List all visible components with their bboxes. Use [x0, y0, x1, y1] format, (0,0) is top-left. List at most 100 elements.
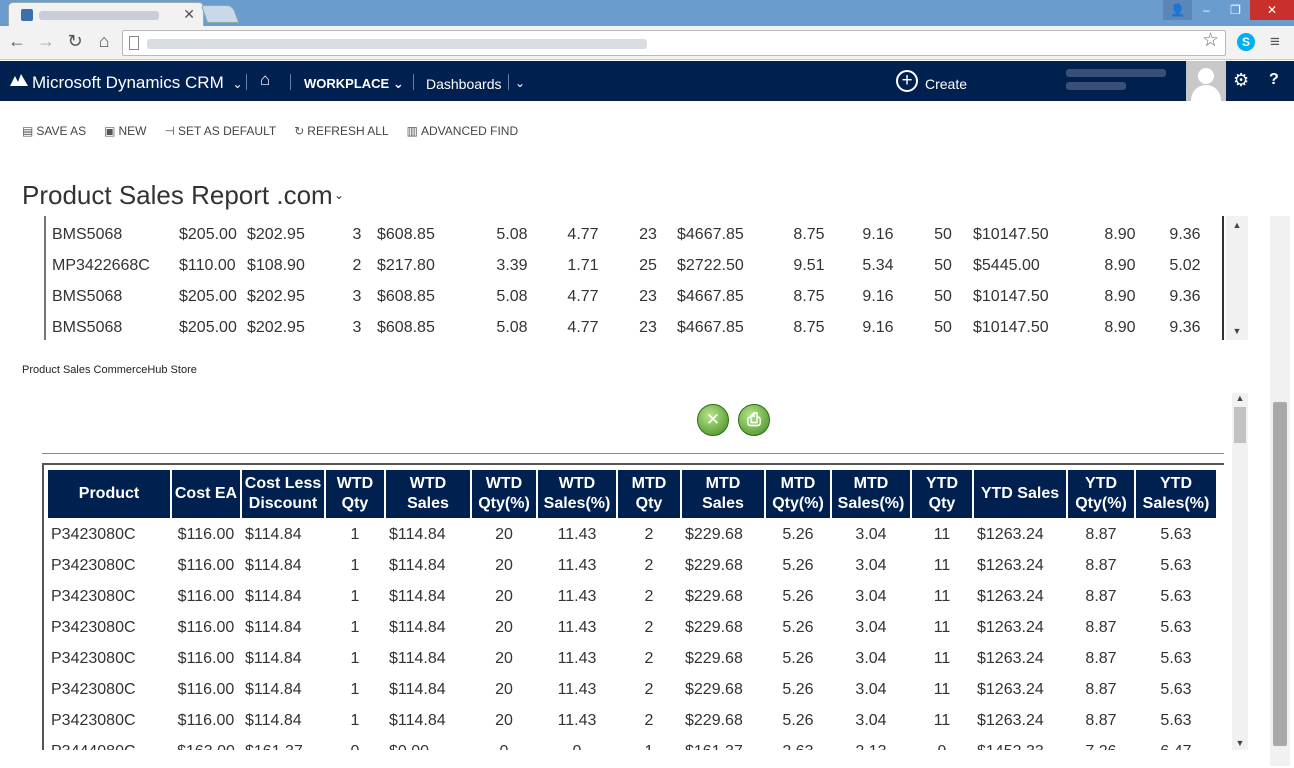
table-row: P3423080C $116.00 $114.84 1 $114.84 20 11.43 2 $… — [47, 550, 1217, 581]
table-cell: $229.68 — [685, 649, 743, 667]
table-cell: 8.90 — [1104, 318, 1136, 336]
new-label: NEW — [118, 124, 147, 138]
user-name-redacted[interactable] — [1066, 69, 1176, 95]
new-button[interactable]: ▣ NEW — [104, 123, 146, 139]
reload-icon[interactable]: ↻ — [67, 31, 83, 51]
table-cell: 0 — [537, 736, 617, 751]
column-header[interactable]: YTD Sales(%) — [1134, 468, 1218, 520]
column-header[interactable]: WTD Sales(%) — [536, 468, 618, 520]
upper-report-scrollbar[interactable]: ▲ ▼ — [1226, 216, 1248, 340]
new-tab-button[interactable] — [200, 5, 240, 23]
table-cell: 11.43 — [557, 618, 597, 636]
table-cell: $116.00 — [177, 587, 235, 605]
skype-extension-icon[interactable]: S — [1237, 33, 1255, 51]
browser-tab[interactable]: ✕ — [8, 2, 204, 26]
column-header[interactable]: MTD Sales — [680, 468, 766, 520]
create-plus-icon[interactable]: + — [896, 70, 918, 92]
restore-icon[interactable]: ❐ — [1230, 3, 1241, 17]
table-cell: 8.90 — [1104, 256, 1136, 274]
minimize-icon[interactable]: – — [1203, 3, 1210, 17]
table-cell: 5.63 — [1160, 526, 1192, 543]
table-cell: P3423080C — [51, 618, 136, 636]
table-cell: 5.02 — [1169, 256, 1201, 274]
table-cell: $10147.50 — [973, 225, 1049, 243]
workplace-menu[interactable]: WORKPLACE ⌄ — [304, 76, 404, 91]
table-cell: BMS5068 — [52, 287, 123, 305]
table-cell: 50 — [934, 256, 952, 274]
column-header[interactable]: WTD Qty(%) — [470, 468, 538, 520]
crm-brand-menu[interactable]: Microsoft Dynamics CRM ⌄ — [32, 73, 243, 93]
scroll-thumb[interactable] — [1234, 407, 1246, 443]
print-icon[interactable]: ⎙ — [738, 404, 770, 436]
page-scroll-thumb[interactable] — [1273, 402, 1287, 746]
column-header[interactable]: Cost EA — [170, 468, 242, 520]
table-cell: 9.36 — [1169, 225, 1201, 243]
column-header[interactable]: Product — [46, 468, 172, 520]
table-cell: $10147.50 — [973, 287, 1049, 305]
bookmark-star-icon[interactable]: ☆ — [1202, 30, 1220, 51]
lower-report-box: Product Cost EA Cost Less Discount WTD Qty W… — [42, 463, 1224, 750]
lower-report-frame: ✕ ⎙ Product Cost EA Cost Less Discount WTD … — [0, 390, 1248, 750]
column-header[interactable]: MTD Qty(%) — [764, 468, 832, 520]
table-cell: $116.00 — [177, 680, 235, 698]
table-row: BMS5068 $205.00 $202.95 3 $608.85 5.08 4.77 23 $… — [46, 281, 1215, 312]
nav-divider — [413, 74, 414, 90]
binoculars-icon: ▥ — [406, 124, 418, 138]
column-header[interactable]: YTD Qty — [910, 468, 974, 520]
dashboards-chevron-icon[interactable]: ⌄ — [515, 76, 526, 90]
column-header[interactable]: MTD Qty — [616, 468, 682, 520]
create-button[interactable]: Create — [925, 76, 968, 92]
dashboard-selector-chevron-icon[interactable]: ⌄ — [334, 188, 345, 202]
help-icon[interactable]: ? — [1269, 71, 1279, 88]
column-header[interactable]: MTD Sales(%) — [830, 468, 912, 520]
table-cell: 1 — [350, 680, 360, 698]
avatar[interactable] — [1186, 61, 1226, 101]
forward-arrow-icon[interactable]: → — [37, 31, 55, 51]
save-as-button[interactable]: ▤ SAVE AS — [22, 123, 86, 139]
table-cell: $1263.24 — [977, 526, 1044, 543]
table-row: BMS5068 $205.00 $202.95 3 $608.85 5.08 4.77 23 $… — [46, 312, 1215, 340]
column-header[interactable]: WTD Qty — [324, 468, 386, 520]
browser-menu-icon[interactable]: ≡ — [1270, 32, 1280, 51]
back-arrow-icon[interactable]: ← — [8, 31, 26, 51]
table-cell: $608.85 — [377, 225, 435, 243]
crm-home-icon[interactable]: ⌂ — [260, 70, 271, 89]
export-excel-icon[interactable]: ✕ — [697, 404, 729, 436]
chevron-down-icon: ⌄ — [232, 77, 243, 91]
scroll-down-icon[interactable]: ▼ — [1235, 738, 1245, 748]
scroll-up-icon[interactable]: ▲ — [1235, 393, 1245, 403]
tab-close-icon[interactable]: ✕ — [183, 6, 195, 22]
column-header[interactable]: YTD Sales — [972, 468, 1068, 520]
gear-icon[interactable]: ⚙ — [1233, 70, 1250, 90]
lower-report-scrollbar[interactable]: ▲ ▼ — [1232, 393, 1248, 750]
nav-divider — [246, 74, 247, 90]
column-header[interactable]: YTD Qty(%) — [1066, 468, 1136, 520]
table-cell: $1263.24 — [977, 680, 1044, 698]
table-cell: 11 — [933, 587, 951, 605]
profile-icon[interactable]: 👤 — [1163, 0, 1192, 20]
advanced-find-button[interactable]: ▥ ADVANCED FIND — [407, 123, 518, 139]
address-bar[interactable] — [122, 30, 1226, 56]
home-icon[interactable]: ⌂ — [98, 31, 110, 51]
page-icon — [129, 36, 139, 50]
table-cell: $116.00 — [177, 649, 235, 667]
table-cell: 11 — [933, 680, 951, 698]
scroll-down-icon[interactable]: ▼ — [1232, 326, 1242, 336]
table-cell: 0 — [325, 736, 385, 751]
page-scrollbar[interactable] — [1270, 216, 1290, 766]
column-header[interactable]: Cost Less Discount — [240, 468, 326, 520]
dashboards-link[interactable]: Dashboards — [426, 76, 502, 92]
table-cell: 8.87 — [1085, 680, 1117, 698]
tab-title-redacted — [39, 11, 159, 20]
scroll-up-icon[interactable]: ▲ — [1232, 220, 1242, 230]
refresh-all-label: REFRESH ALL — [307, 124, 389, 138]
table-cell: 11 — [933, 526, 951, 543]
table-cell: $229.68 — [685, 618, 743, 636]
column-header[interactable]: WTD Sales — [384, 468, 472, 520]
refresh-all-button[interactable]: ↻ REFRESH ALL — [294, 123, 388, 139]
set-as-default-button[interactable]: ⊣ SET AS DEFAULT — [165, 123, 277, 139]
table-row: BMS5068 $205.00 $202.95 3 $608.85 5.08 4.77 23 $… — [46, 219, 1215, 250]
close-window-icon[interactable]: ✕ — [1250, 0, 1294, 20]
page-title[interactable]: Product Sales Report .com — [22, 180, 333, 210]
